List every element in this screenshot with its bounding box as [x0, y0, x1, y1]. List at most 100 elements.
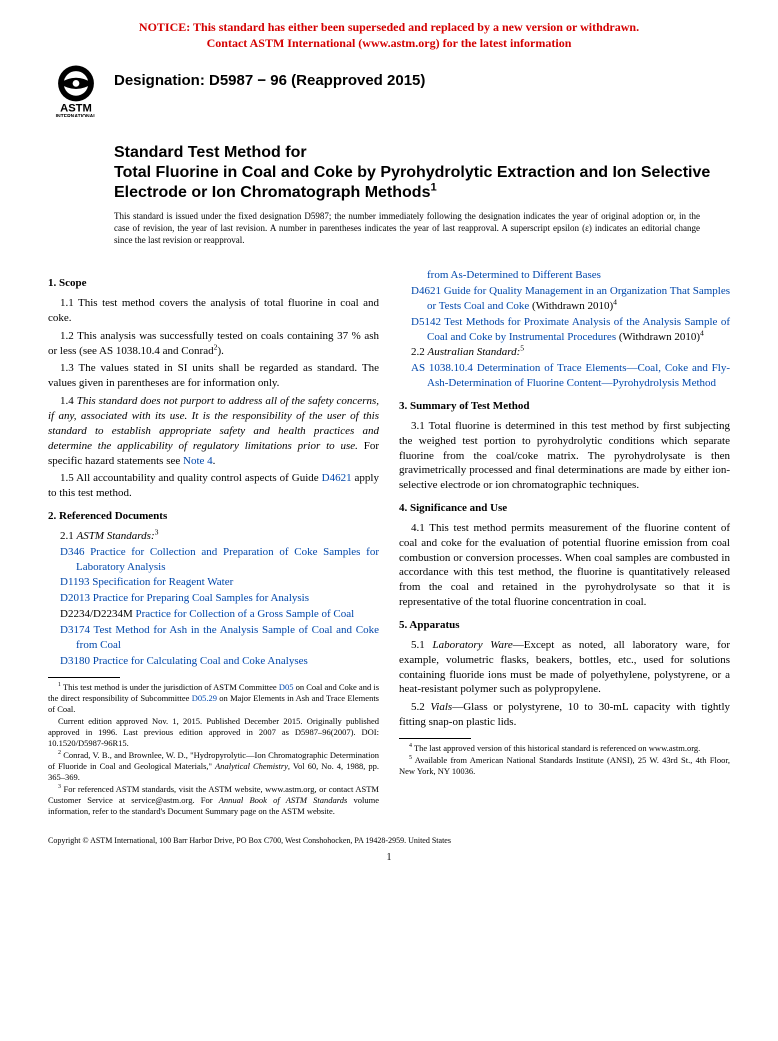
text: 2.1 [60, 530, 77, 542]
ref-item: D5142 Test Methods for Proximate Analysi… [399, 315, 730, 345]
standard-link[interactable]: D3180 [60, 655, 90, 667]
ref-subhead: 2.1 ASTM Standards:3 [48, 529, 379, 544]
ref-item-continued: from As-Determined to Different Bases [399, 268, 730, 283]
text: 1.5 All accountability and quality contr… [60, 472, 322, 484]
footnote-ref: 5 [520, 344, 524, 353]
para: 1.2 This analysis was successfully teste… [48, 329, 379, 359]
footnote: Current edition approved Nov. 1, 2015. P… [48, 716, 379, 749]
issue-note: This standard is issued under the fixed … [114, 211, 700, 246]
standard-link[interactable]: D346 [60, 546, 84, 558]
text: (Withdrawn 2010) [529, 300, 613, 312]
para: 1.4 This standard does not purport to ad… [48, 394, 379, 468]
italic-text: Annual Book of ASTM Standards [219, 795, 348, 805]
standard-link[interactable]: Test Method for Ash in the Analysis Samp… [76, 624, 379, 651]
standard-link[interactable]: Practice for Collection of a Gross Sampl… [135, 608, 354, 620]
footnote-ref: 4 [700, 328, 704, 337]
ref-item: D2234/D2234M Practice for Collection of … [48, 607, 379, 622]
header-row: ASTM INTERNATIONAL Designation: D5987 − … [48, 61, 730, 117]
text: 5.1 [411, 639, 432, 651]
astm-logo: ASTM INTERNATIONAL [48, 61, 104, 117]
ref-item: D3174 Test Method for Ash in the Analysi… [48, 623, 379, 653]
footnotes-right: 4 The last approved version of this hist… [399, 743, 730, 777]
ref-item: D346 Practice for Collection and Prepara… [48, 545, 379, 575]
text: D2234/D2234M [60, 608, 133, 620]
committee-link[interactable]: D05.29 [192, 693, 217, 703]
section-head-scope: 1. Scope [48, 276, 379, 291]
title-main: Total Fluorine in Coal and Coke by Pyroh… [114, 163, 730, 203]
standard-link[interactable]: D4621 [322, 472, 352, 484]
italic-text: Vials [430, 701, 452, 713]
para: 1.1 This test method covers the analysis… [48, 296, 379, 326]
para: 5.2 Vials—Glass or polystyrene, 10 to 30… [399, 700, 730, 730]
footnotes-left: 1 This test method is under the jurisdic… [48, 682, 379, 818]
document-page: NOTICE: This standard has either been su… [0, 0, 778, 884]
italic-text: Laboratory Ware [432, 639, 512, 651]
title-main-text: Total Fluorine in Coal and Coke by Pyroh… [114, 164, 710, 201]
para: 3.1 Total fluorine is determined in this… [399, 419, 730, 493]
svg-text:ASTM: ASTM [60, 103, 92, 115]
ref-item: D1193 Specification for Reagent Water [48, 575, 379, 590]
footnote: 1 This test method is under the jurisdic… [48, 682, 379, 715]
text: 5.2 [411, 701, 430, 713]
section-head-summary: 3. Summary of Test Method [399, 399, 730, 414]
ref-subhead: 2.2 Australian Standard:5 [399, 345, 730, 360]
standard-link[interactable]: D5142 [411, 316, 441, 328]
notice-line1: NOTICE: This standard has either been su… [139, 20, 639, 34]
standard-link[interactable]: D2013 [60, 592, 90, 604]
svg-text:INTERNATIONAL: INTERNATIONAL [56, 114, 97, 117]
title-sup: 1 [430, 182, 436, 194]
text: This test method is under the jurisdicti… [61, 682, 279, 692]
section-head-refdocs: 2. Referenced Documents [48, 509, 379, 524]
designation-text: Designation: D5987 − 96 (Reapproved 2015… [114, 71, 425, 91]
ref-item: AS 1038.10.4 Determination of Trace Elem… [399, 361, 730, 391]
standard-link[interactable]: Determination of Trace Elements—Coal, Co… [427, 362, 730, 389]
standard-link[interactable]: Specification for Reagent Water [92, 576, 233, 588]
standard-link[interactable]: Practice for Preparing Coal Samples for … [93, 592, 309, 604]
text: . [213, 455, 216, 467]
note-link[interactable]: Note 4 [183, 455, 213, 467]
standard-link[interactable]: AS 1038.10.4 [411, 362, 473, 374]
page-number: 1 [48, 851, 730, 865]
footnote-rule [48, 677, 120, 678]
standard-link[interactable]: Practice for Calculating Coal and Coke A… [93, 655, 308, 667]
footnote: 3 For referenced ASTM standards, visit t… [48, 784, 379, 817]
title-lead: Standard Test Method for [114, 143, 730, 163]
text: The last approved version of this histor… [412, 743, 700, 753]
standard-link[interactable]: Practice for Collection and Preparation … [76, 546, 379, 573]
section-head-significance: 4. Significance and Use [399, 501, 730, 516]
section-head-apparatus: 5. Apparatus [399, 618, 730, 633]
standard-link[interactable]: D1193 [60, 576, 90, 588]
text: (Withdrawn 2010) [619, 331, 700, 343]
ref-item: D2013 Practice for Preparing Coal Sample… [48, 591, 379, 606]
italic-text: Analytical Chemistry [215, 761, 288, 771]
standard-link[interactable]: D3174 [60, 624, 90, 636]
ref-item: D4621 Guide for Quality Management in an… [399, 284, 730, 314]
text: ). [217, 345, 223, 357]
right-column: from As-Determined to Different Bases D4… [399, 268, 730, 818]
notice-line2: Contact ASTM International (www.astm.org… [207, 36, 572, 50]
italic-text: ASTM Standards: [77, 530, 155, 542]
footnote-ref: 3 [155, 527, 159, 536]
footnote: 2 Conrad, V. B., and Brownlee, W. D., "H… [48, 750, 379, 783]
ref-item: D3180 Practice for Calculating Coal and … [48, 654, 379, 669]
copyright-line: Copyright © ASTM International, 100 Barr… [48, 836, 730, 847]
committee-link[interactable]: D05 [279, 682, 294, 692]
para: 4.1 This test method permits measurement… [399, 521, 730, 610]
footnote-rule [399, 738, 471, 739]
standard-link[interactable]: D4621 [411, 285, 441, 297]
para: 1.3 The values stated in SI units shall … [48, 361, 379, 391]
footnote: 5 Available from American National Stand… [399, 755, 730, 777]
left-column: 1. Scope 1.1 This test method covers the… [48, 268, 379, 818]
standard-link[interactable]: from As-Determined to Different Bases [427, 269, 601, 281]
footnote-ref: 4 [613, 297, 617, 306]
italic-text: Australian Standard: [428, 346, 521, 358]
text: 1.4 [60, 395, 77, 407]
para: 5.1 Laboratory Ware—Except as noted, all… [399, 638, 730, 697]
text: Available from American National Standar… [399, 755, 730, 776]
text: 2.2 [411, 346, 428, 358]
para: 1.5 All accountability and quality contr… [48, 471, 379, 501]
footnote: 4 The last approved version of this hist… [399, 743, 730, 754]
title-block: Standard Test Method for Total Fluorine … [114, 143, 730, 203]
two-column-body: 1. Scope 1.1 This test method covers the… [48, 268, 730, 818]
notice-banner: NOTICE: This standard has either been su… [48, 20, 730, 51]
